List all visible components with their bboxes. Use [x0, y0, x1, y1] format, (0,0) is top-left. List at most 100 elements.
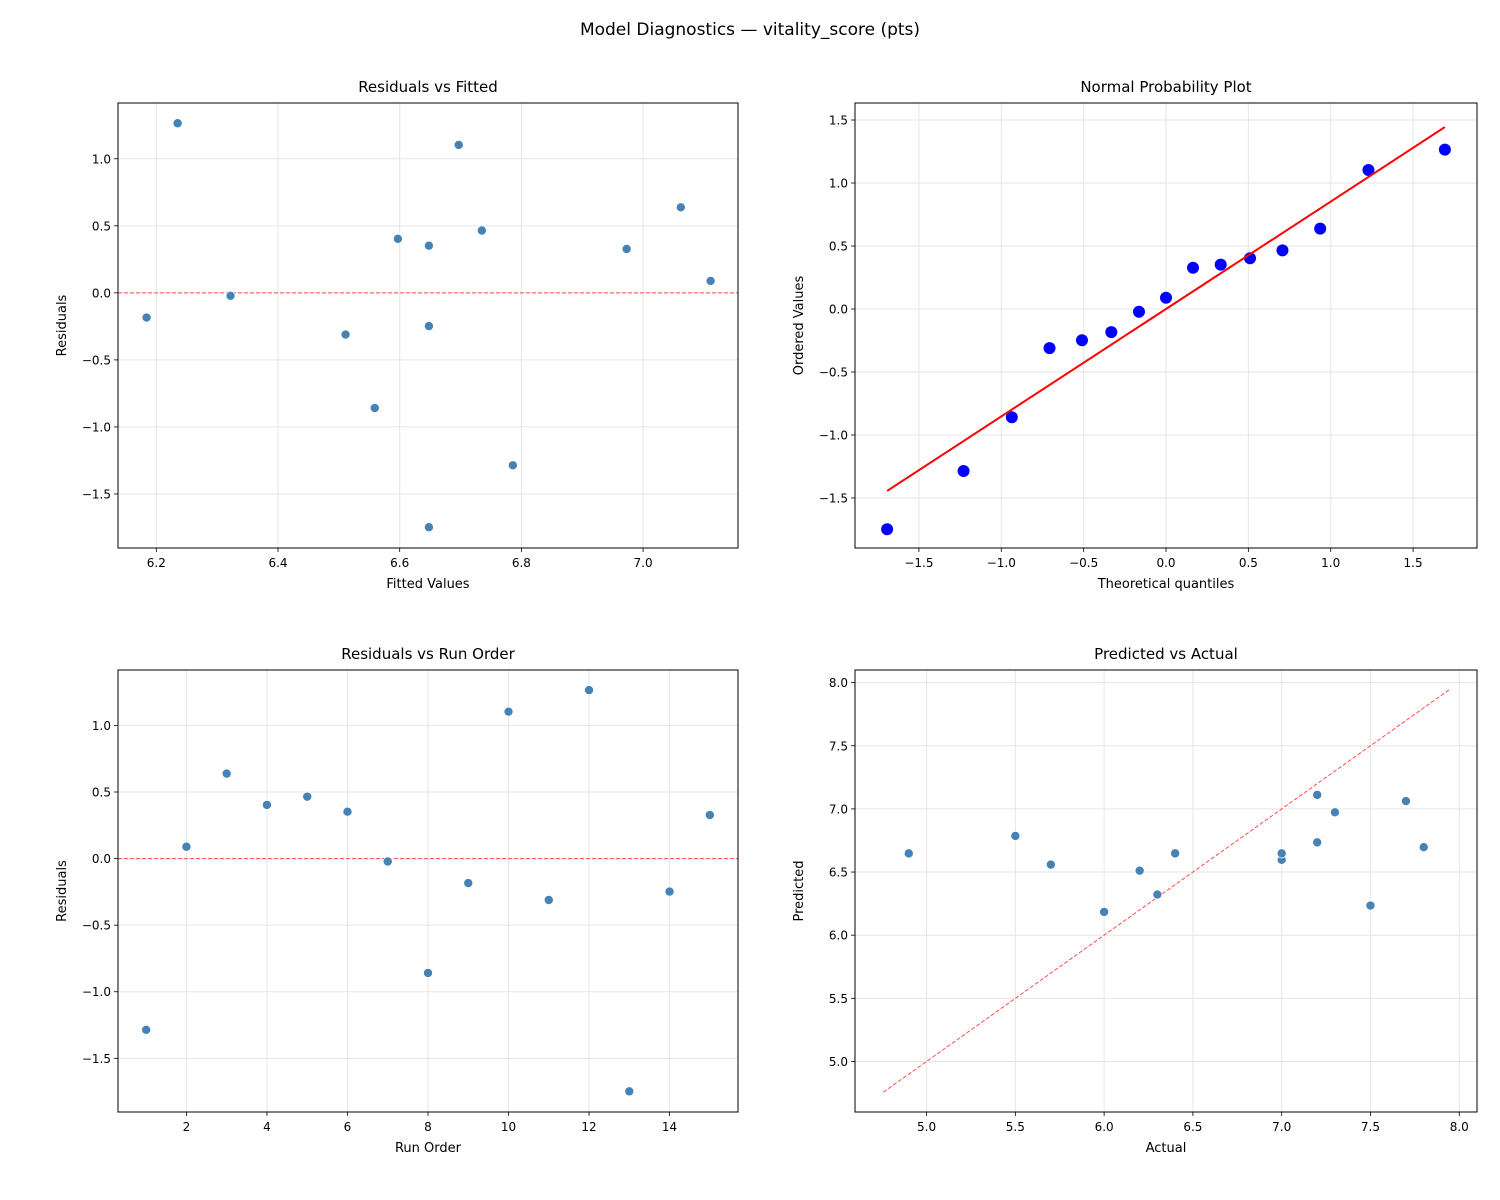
y-axis-label: Residuals	[55, 294, 70, 356]
data-point	[476, 225, 487, 236]
x-tick-label: 12	[581, 1120, 596, 1134]
y-tick-label: −1.0	[82, 985, 111, 999]
axes-frame	[854, 102, 1478, 549]
data-point	[1312, 837, 1323, 848]
y-tick-label: 1.0	[829, 177, 848, 191]
y-tick-label: −1.0	[82, 420, 111, 434]
data-point	[1170, 848, 1181, 859]
y-tick-label: 0.0	[92, 852, 111, 866]
subplot-residuals-vs-fitted: 6.2 6.4 6.6 6.8 7.0 −1.5 −1.0 −0.5 0.0 0.5 1.0 Resi…	[55, 78, 739, 592]
y-tick-label: −1.5	[819, 491, 848, 505]
data-point	[624, 1086, 635, 1097]
x-axis-label: Run Order	[395, 1141, 462, 1156]
data-point	[1010, 830, 1021, 841]
x-tick-label: −1.5	[904, 556, 933, 570]
data-point	[141, 1024, 152, 1035]
data-point	[423, 522, 434, 533]
x-axis-label: Fitted Values	[386, 577, 469, 592]
subplot-title: Predicted vs Actual	[1094, 645, 1238, 663]
data-point	[302, 791, 313, 802]
x-tick-label: 7.0	[1272, 1120, 1291, 1134]
figure-title: Model Diagnostics — vitality_score (pts)	[579, 20, 921, 40]
x-tick-label: 6.2	[147, 556, 166, 570]
data-point	[507, 460, 518, 471]
subplot-title: Residuals vs Run Order	[341, 645, 515, 663]
x-tick-label: −1.0	[987, 556, 1016, 570]
subplot-residuals-vs-run-order: 2 4 6 8 10 12 14 −1.5 −1.0 −0.5 0.0 0.5 1.0 Residuals…	[55, 645, 739, 1156]
data-point	[1075, 334, 1088, 347]
x-tick-label: 14	[662, 1120, 677, 1134]
data-point	[705, 275, 716, 286]
data-point	[1152, 889, 1163, 900]
axes-frame	[117, 669, 739, 1113]
data-point	[1438, 143, 1451, 156]
x-tick-label: 6.6	[390, 556, 409, 570]
data-point	[1005, 411, 1018, 424]
y-axis-label: Residuals	[55, 860, 70, 922]
data-point	[1099, 906, 1110, 917]
y-tick-label: 1.0	[92, 152, 111, 166]
data-point	[423, 321, 434, 332]
data-point	[1160, 291, 1172, 304]
data-point	[1105, 326, 1118, 339]
data-point	[342, 806, 353, 817]
data-point	[369, 403, 380, 414]
x-tick-label: 6.8	[512, 556, 531, 570]
data-point	[675, 202, 686, 213]
data-point	[225, 290, 236, 301]
x-tick-label: 7.0	[634, 556, 653, 570]
y-tick-label: −1.5	[82, 1052, 111, 1066]
y-tick-label: 7.5	[829, 739, 848, 753]
subplot-title: Residuals vs Fitted	[358, 78, 498, 96]
data-point	[903, 848, 914, 859]
y-tick-label: 0.0	[92, 286, 111, 300]
data-point	[1362, 164, 1375, 177]
data-point	[543, 894, 554, 905]
data-point	[1276, 244, 1289, 257]
axes-frame	[117, 102, 739, 549]
data-point	[1043, 342, 1056, 355]
y-tick-label: 0.5	[92, 219, 111, 233]
y-tick-label: −1.0	[819, 428, 848, 442]
x-axis-label: Theoretical quantiles	[1097, 577, 1235, 592]
y-tick-label: 5.5	[829, 992, 848, 1006]
data-point	[1314, 222, 1327, 235]
data-point	[463, 878, 474, 889]
x-tick-label: 7.5	[1361, 1120, 1380, 1134]
x-tick-label: 8	[424, 1120, 432, 1134]
x-tick-label: 1.5	[1404, 556, 1423, 570]
data-point	[1312, 789, 1323, 800]
data-point	[704, 810, 715, 821]
y-tick-label: −0.5	[819, 365, 848, 379]
y-axis-label: Ordered Values	[792, 276, 807, 376]
y-tick-label: 7.0	[829, 802, 848, 816]
y-tick-label: 6.0	[829, 929, 848, 943]
data-point	[584, 685, 595, 696]
y-tick-label: 1.5	[829, 114, 848, 128]
y-tick-label: 0.5	[92, 785, 111, 799]
data-point	[1400, 796, 1411, 807]
y-tick-label: 5.0	[829, 1055, 848, 1069]
data-point	[261, 799, 272, 810]
x-tick-label: 2	[183, 1120, 191, 1134]
x-tick-label: 4	[263, 1120, 271, 1134]
data-point	[221, 768, 232, 779]
data-point	[1365, 900, 1376, 911]
x-tick-label: 5.5	[1006, 1120, 1025, 1134]
data-point	[957, 465, 970, 478]
identity-reference-line	[883, 688, 1451, 1093]
y-tick-label: 6.5	[829, 866, 848, 880]
y-tick-label: −0.5	[82, 919, 111, 933]
data-point	[172, 118, 183, 129]
data-point	[881, 523, 894, 536]
data-point	[382, 856, 393, 867]
x-tick-label: 6	[344, 1120, 352, 1134]
data-point	[453, 139, 464, 150]
x-tick-label: 10	[501, 1120, 516, 1134]
data-point	[621, 244, 632, 255]
x-tick-label: 0.5	[1239, 556, 1258, 570]
x-tick-label: 5.0	[917, 1120, 936, 1134]
data-point	[141, 312, 152, 323]
x-tick-label: 6.4	[268, 556, 287, 570]
data-point	[1132, 305, 1145, 318]
